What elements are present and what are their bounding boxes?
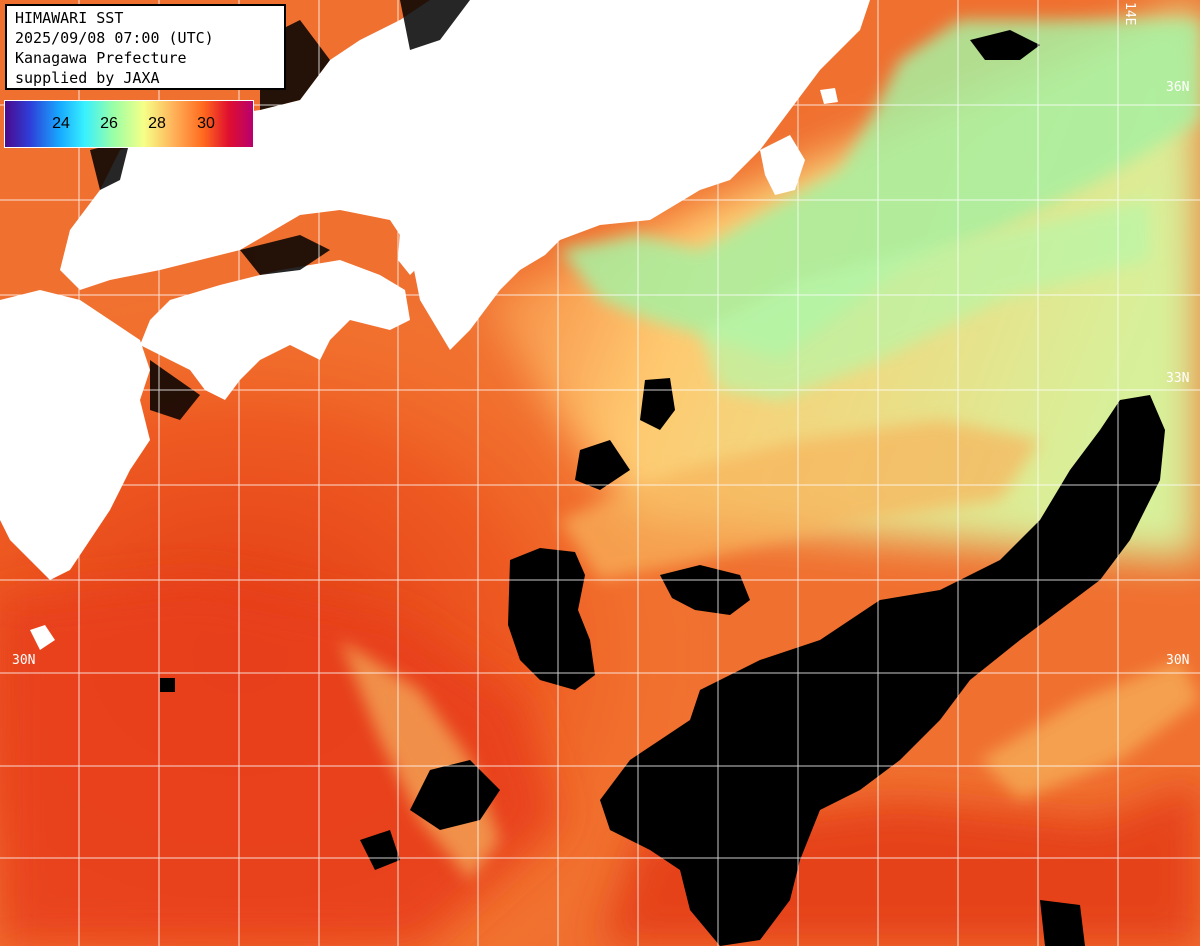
region-label: Kanagawa Prefecture xyxy=(15,49,187,67)
cloud-mask xyxy=(0,30,1165,946)
lat-label-33n-right: 33N xyxy=(1166,371,1190,386)
yellow-filaments-2 xyxy=(980,660,1200,800)
timestamp: 2025/09/08 07:00 (UTC) xyxy=(15,29,214,47)
credit-label: supplied by JAXA xyxy=(15,69,160,87)
lat-label-36n-right: 36N xyxy=(1166,80,1190,95)
scale-tick-30: 30 xyxy=(197,115,215,132)
lon-label-top: 14E xyxy=(1122,2,1137,26)
scale-tick-24: 24 xyxy=(52,115,70,132)
info-box: HIMAWARI SST 2025/09/08 07:00 (UTC) Kana… xyxy=(5,4,286,90)
lat-label-30n-left: 30N xyxy=(12,653,36,668)
color-scale-legend: 24 26 28 30 xyxy=(4,100,254,148)
product-title: HIMAWARI SST xyxy=(15,9,124,27)
scale-tick-28: 28 xyxy=(148,115,166,132)
warm-streak xyxy=(560,420,1040,580)
southwest-warm xyxy=(0,580,560,946)
scale-tick-26: 26 xyxy=(100,115,118,132)
lat-label-30n-right: 30N xyxy=(1166,653,1190,668)
